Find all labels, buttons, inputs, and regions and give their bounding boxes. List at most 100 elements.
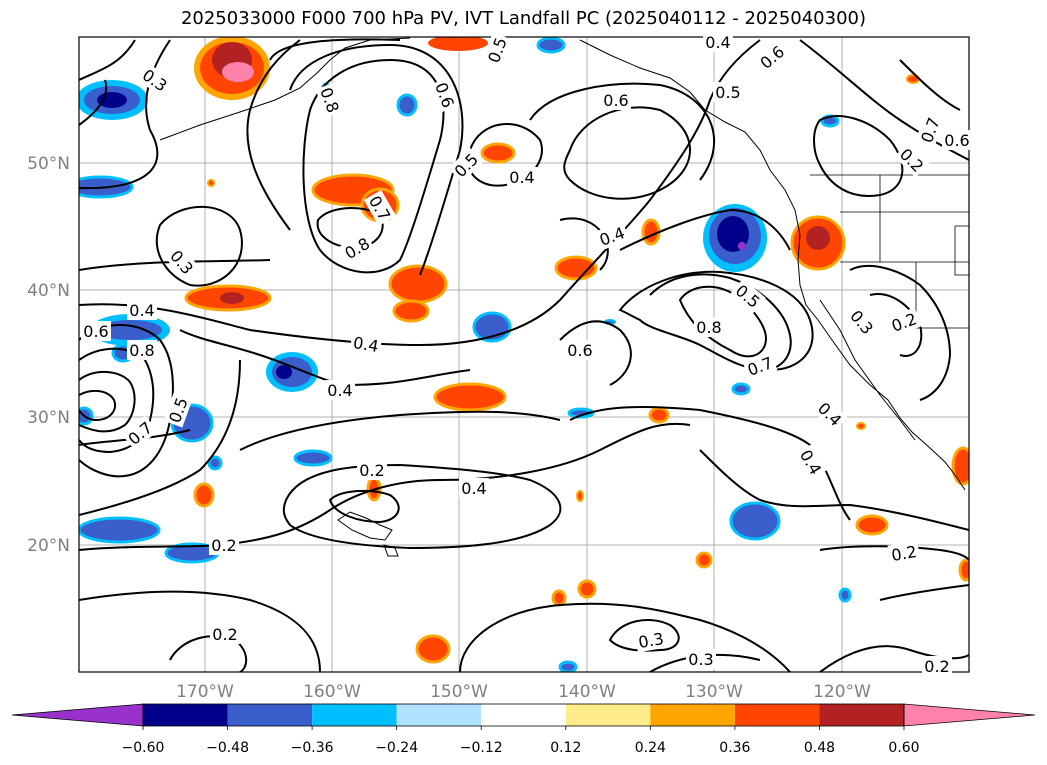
colorbar-segment — [565, 704, 651, 726]
contour-label-bg — [686, 649, 716, 669]
contour-label: 0.4 — [461, 479, 486, 498]
contour-label-bg — [459, 478, 489, 498]
contour-label-bg — [794, 444, 828, 480]
pv-blob — [433, 382, 507, 412]
colorbar-segment — [481, 704, 566, 726]
contour-label-bg — [634, 627, 668, 653]
pv-blob — [567, 407, 595, 419]
pv-blob — [703, 204, 767, 272]
colorbar-segment — [143, 704, 228, 726]
pv-blob — [958, 558, 969, 582]
pv-blob — [266, 352, 318, 392]
pv-blob — [554, 255, 598, 281]
pv-blob — [648, 406, 670, 424]
contour-label: 0.4 — [705, 33, 730, 52]
contour-label: 0.6 — [603, 91, 628, 110]
pv-blob — [576, 490, 584, 502]
contour-label-bg — [703, 32, 733, 52]
lat-tick-label: 50°N — [27, 154, 70, 174]
contour-labels: 0.30.50.60.80.40.50.6 0.50.60.40.70.7 0.60… — [81, 32, 972, 676]
pv-blob — [193, 482, 215, 508]
ivt-contours — [79, 38, 969, 672]
pv-blob — [392, 299, 430, 323]
contour-label-bg — [163, 392, 193, 428]
map-frame — [78, 36, 970, 673]
contour-label-bg — [601, 90, 631, 110]
colorbar-segment — [734, 704, 820, 726]
colorbar-tick-label: 0.24 — [635, 740, 666, 756]
pv-blob — [951, 446, 969, 486]
pv-blob — [855, 514, 889, 536]
colorbar-extend-max — [903, 703, 1036, 727]
contour-label-bg — [694, 317, 724, 337]
contour-label: 0.8 — [129, 341, 154, 360]
contour-label-bg — [430, 77, 460, 113]
contour-label-bg — [507, 167, 537, 187]
pv-blob — [184, 284, 272, 312]
pv-blob — [731, 382, 751, 396]
contour-label: 0.2 — [212, 625, 237, 644]
pv-blob — [428, 37, 488, 51]
pv-blob — [480, 142, 516, 164]
contour-label-bg — [81, 321, 111, 341]
colorbar: −0.60 −0.48 −0.36 −0.24 −0.12 0.12 0.24 0.36 0.4… — [11, 703, 1036, 756]
contour-label: 0.4 — [509, 168, 534, 187]
colorbar-tick-label: −0.60 — [122, 740, 165, 756]
pv-blob — [207, 455, 223, 471]
lon-tick-label: 150°W — [430, 682, 488, 702]
pv-blob — [388, 264, 448, 304]
contour-label-bg — [127, 340, 157, 360]
contour-label-bg — [357, 460, 387, 480]
contour-label-bg — [594, 221, 630, 251]
pv-blob — [577, 579, 597, 599]
contour-label: 0.2 — [359, 461, 384, 480]
colorbar-tick-label: −0.36 — [291, 740, 334, 756]
contour-label: 0.3 — [637, 629, 665, 652]
colorbar-extend-min — [11, 703, 144, 727]
colorbar-segment — [650, 704, 735, 726]
contour-label: 0.4 — [327, 381, 352, 400]
lon-tick-label: 170°W — [176, 682, 234, 702]
pv-blob — [695, 551, 713, 569]
colorbar-segment — [312, 704, 397, 726]
contour-label: 0.8 — [696, 318, 721, 337]
colorbar-tick-label: −0.48 — [206, 740, 249, 756]
colorbar-segment — [227, 704, 313, 726]
contour-label-bg — [844, 304, 880, 340]
contour-label-bg — [742, 351, 778, 381]
contour-label-bg — [482, 32, 512, 68]
latitude-axis: 50°N 40°N 30°N 20°N — [27, 154, 70, 556]
contour-label-bg — [887, 540, 921, 566]
coastlines — [159, 37, 966, 557]
contour-label: 0.2 — [924, 657, 949, 676]
contour-label-bg — [754, 39, 790, 75]
contour-label-bg — [565, 340, 595, 360]
pv-blob — [79, 516, 161, 544]
contour-label-bg — [127, 300, 157, 320]
lon-tick-label: 160°W — [303, 682, 361, 702]
contour-label: 0.5 — [715, 83, 740, 102]
pv-blob — [551, 589, 567, 607]
pv-blob — [207, 179, 215, 187]
contour-label-bg — [894, 142, 930, 178]
contour-label: 0.2 — [890, 542, 918, 565]
colorbar-segment — [396, 704, 482, 726]
colorbar-tick-label: 0.36 — [719, 740, 750, 756]
contour-label: 0.6 — [567, 341, 592, 360]
contour-label-bg — [886, 307, 922, 337]
pv-blob — [838, 587, 852, 603]
pv-blob — [396, 93, 418, 117]
colorbar-tick-label: −0.24 — [375, 740, 418, 756]
pv-blob — [194, 37, 270, 100]
contour-label: 0.3 — [688, 650, 713, 669]
colorbar-tick-label: 0.60 — [888, 740, 919, 756]
pv-blob — [79, 80, 148, 120]
contour-label-bg — [812, 396, 848, 432]
pv-blob — [558, 660, 578, 672]
contour-label: 0.6 — [83, 322, 108, 341]
contour-label-bg — [136, 63, 174, 97]
contour-label-bg — [164, 244, 200, 280]
contour-label: 0.4 — [352, 333, 380, 356]
pv-blob — [536, 37, 566, 54]
